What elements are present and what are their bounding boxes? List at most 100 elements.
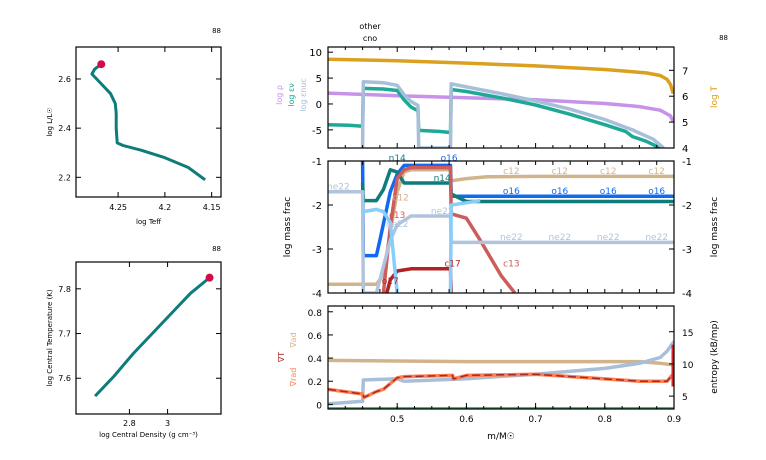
abund-label-o17: o17 xyxy=(382,277,399,287)
abund-label-o16: o16 xyxy=(648,187,665,197)
grad-right-tick-label: 15 xyxy=(682,329,693,339)
center-current-marker xyxy=(205,273,214,282)
grad-frame xyxy=(327,305,675,410)
profile-top-right-tick-label: 4 xyxy=(682,144,688,155)
abund-label-n14: n14 xyxy=(389,154,406,164)
abund-label-c12: c12 xyxy=(600,167,616,177)
center-y-axis-label: log Central Temperature (K) xyxy=(46,289,54,386)
abund-n15b-line xyxy=(448,198,481,293)
abund-label-c12: c12 xyxy=(392,194,408,204)
abund-right-tick-label: -4 xyxy=(682,289,692,300)
abund-right-tick-label: -1 xyxy=(682,157,692,168)
abund-c13-line xyxy=(381,165,517,293)
grad-right-label: entropy (kB/mp) xyxy=(710,320,720,394)
hr-y-tick-label: 2.6 xyxy=(58,75,71,84)
grad-y-tick-label: 0 xyxy=(316,401,322,411)
abund-y-tick-label: -4 xyxy=(312,289,322,300)
grad-y-label-0: ∇ad xyxy=(289,332,298,348)
abund-n14-line xyxy=(360,168,674,204)
grad-entropy-line xyxy=(328,340,674,406)
hr-y-tick-label: 2.2 xyxy=(58,173,71,182)
grad-x-tick-label: 0.5 xyxy=(390,415,404,425)
profile-top-right-tick-label: 7 xyxy=(682,66,688,77)
abund-label-ne22: ne22 xyxy=(327,183,350,193)
profile-top-y-tick-label: 5 xyxy=(316,74,322,85)
annotation-other: other xyxy=(359,22,381,31)
hr-x-tick-label: 4.15 xyxy=(203,203,221,212)
abund-n15-line xyxy=(360,207,399,293)
abund-label-ne22: ne22 xyxy=(500,233,523,243)
abund-label-o16: o16 xyxy=(503,187,520,197)
abund-y-tick-label: -3 xyxy=(312,245,322,256)
grad-grad-T-line xyxy=(328,372,674,399)
profile-top-log-T-line xyxy=(328,57,674,95)
abund-label-n14: n14 xyxy=(434,174,451,184)
grad-y-tick-label: 0.8 xyxy=(308,309,323,319)
abund-right-tick-label: -2 xyxy=(682,201,692,212)
hr-x-tick-label: 4.25 xyxy=(109,203,127,212)
grad-y-label-2: ∇rad xyxy=(289,368,298,388)
abund-right-label: log mass frac xyxy=(710,197,720,257)
abund-y-label: log mass frac xyxy=(283,197,293,257)
abund-label-c13: c13 xyxy=(389,211,405,221)
grad-y-tick-label: 0.2 xyxy=(308,378,322,388)
hr-track-line xyxy=(90,62,206,182)
grad-y-label-1: ∇T xyxy=(277,352,286,363)
center-x-tick-label: 3 xyxy=(165,419,170,428)
grad-x-tick-label: 0.9 xyxy=(667,415,682,425)
hr-x-axis-label: log Teff xyxy=(136,218,161,226)
hr-frame xyxy=(75,46,222,198)
grad-right-tick-label: 5 xyxy=(682,393,688,403)
hr-y-tick-label: 2.4 xyxy=(58,124,71,133)
profile-top-y-label-0: log ρ xyxy=(275,85,284,105)
abund-label-ne22: ne22 xyxy=(597,233,620,243)
abund-right-tick-label: -3 xyxy=(682,245,692,256)
abund-label-o16: o16 xyxy=(600,187,617,197)
grad-y-tick-label: 0.6 xyxy=(308,332,323,342)
grad-x-tick-label: 0.7 xyxy=(528,415,542,425)
center-track-line xyxy=(94,276,211,398)
abund-label-c12: c12 xyxy=(648,167,664,177)
abund-label-c13: c13 xyxy=(503,260,519,270)
profile-top-y-tick-label: 10 xyxy=(309,48,322,59)
grad-x-tick-label: 0.8 xyxy=(598,415,613,425)
abund-y-tick-label: -2 xyxy=(312,201,322,212)
abund-label-ne22: ne22 xyxy=(386,220,409,230)
abund-label-ne22: ne22 xyxy=(548,233,571,243)
abund-label-ne22: ne22 xyxy=(645,233,668,243)
hr-current-marker xyxy=(97,60,106,69)
abund-label-o16: o16 xyxy=(551,187,568,197)
profile-top-y-tick-label: -5 xyxy=(312,126,322,137)
center-x-axis-label: log Central Density (g cm⁻³) xyxy=(99,431,198,439)
hr-y-axis-label: log L/L☉ xyxy=(46,107,54,136)
grad-grad-ad-line xyxy=(328,358,674,367)
profile-top-right-tick-label: 5 xyxy=(682,118,688,129)
hr-x-tick-label: 4.2 xyxy=(159,203,172,212)
abund-label-c17: c17 xyxy=(444,260,460,270)
center-y-tick-label: 7.6 xyxy=(58,374,71,383)
abund-label-c12: c12 xyxy=(503,167,519,177)
profile-top-right-tick-label: 6 xyxy=(682,92,688,103)
profile-top-y-tick-label: 0 xyxy=(316,100,322,111)
abund-label-o16: o16 xyxy=(441,154,458,164)
profile-top-y-label-2: log εnuc xyxy=(299,78,308,112)
profile-top-log-eps-nuc-line xyxy=(360,79,665,148)
center-frame xyxy=(75,261,222,415)
profile-model-number: 88 xyxy=(719,34,728,42)
profile-top-log-eps-nu-line xyxy=(328,86,661,148)
hr-model-number: 88 xyxy=(212,27,221,35)
abund-y-tick-label: -1 xyxy=(312,157,322,168)
abund-c12-line xyxy=(328,168,674,286)
grad-right-tick-label: 10 xyxy=(682,361,694,371)
profile-top-right-label: log T xyxy=(710,85,720,108)
center-y-tick-label: 7.8 xyxy=(58,285,71,294)
center-x-tick-label: 2.8 xyxy=(123,419,136,428)
grad-y-tick-label: 0.4 xyxy=(308,355,323,365)
abund-label-c12: c12 xyxy=(552,167,568,177)
abund-label-ne22: ne22 xyxy=(431,207,454,217)
annotation-cno: cno xyxy=(363,34,377,43)
center-model-number: 88 xyxy=(212,245,221,253)
profile-top-y-label-1: log εν xyxy=(287,83,296,107)
center-y-tick-label: 7.7 xyxy=(58,330,71,339)
